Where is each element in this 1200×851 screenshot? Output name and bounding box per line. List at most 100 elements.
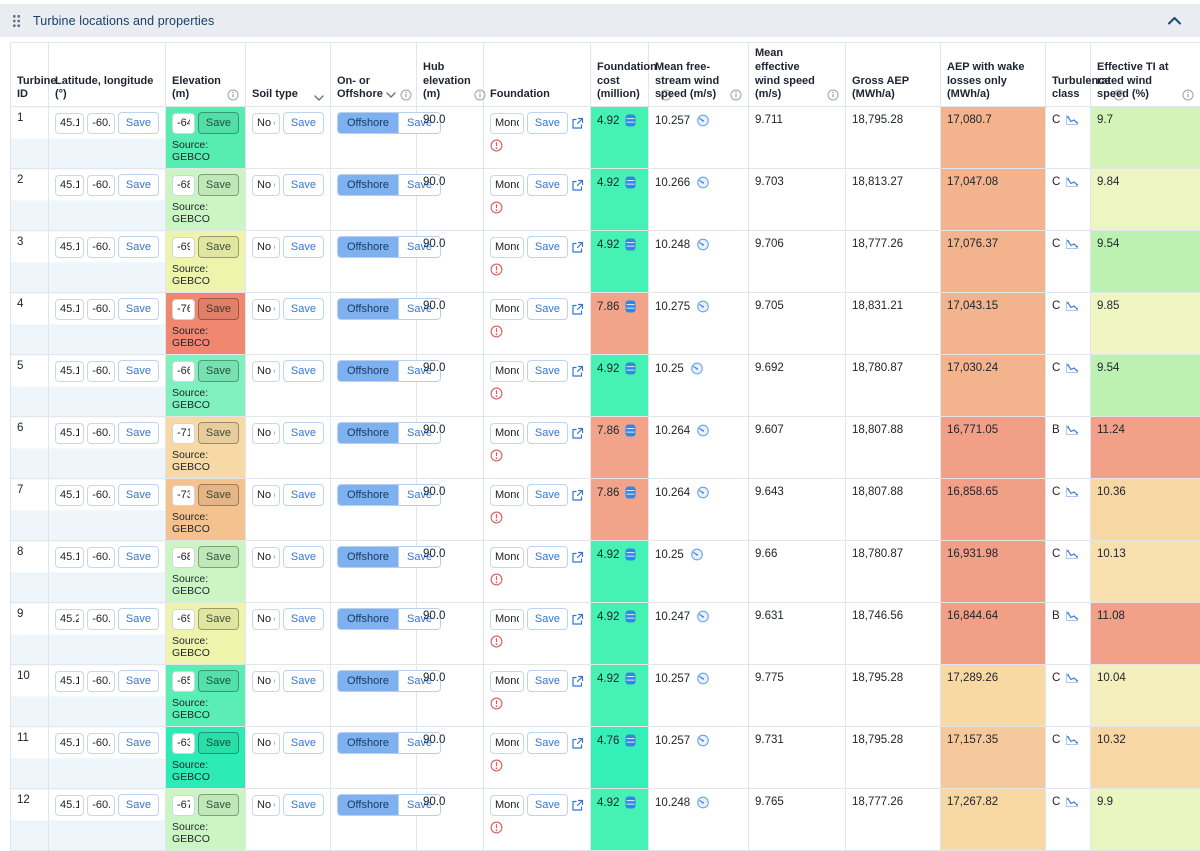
gauge-icon[interactable] <box>690 362 704 375</box>
foundation-input[interactable] <box>490 485 524 506</box>
save-foundation-button[interactable]: Save <box>527 546 568 568</box>
longitude-input[interactable] <box>87 237 115 258</box>
save-latlon-button[interactable]: Save <box>118 546 159 568</box>
external-link-icon[interactable] <box>571 675 584 688</box>
save-latlon-button[interactable]: Save <box>118 236 159 258</box>
database-icon[interactable] <box>625 238 636 251</box>
soil-type-input[interactable] <box>252 485 280 506</box>
warning-icon[interactable] <box>490 201 503 214</box>
save-foundation-button[interactable]: Save <box>527 794 568 816</box>
save-foundation-button[interactable]: Save <box>527 236 568 258</box>
latitude-input[interactable] <box>55 795 84 816</box>
soil-type-input[interactable] <box>252 609 280 630</box>
foundation-input[interactable] <box>490 175 524 196</box>
external-link-icon[interactable] <box>571 427 584 440</box>
save-elevation-button[interactable]: Save <box>198 484 239 506</box>
foundation-input[interactable] <box>490 113 524 134</box>
elevation-input[interactable] <box>172 423 195 444</box>
soil-type-input[interactable] <box>252 547 280 568</box>
info-icon[interactable] <box>400 89 412 101</box>
longitude-input[interactable] <box>87 485 115 506</box>
soil-type-input[interactable] <box>252 237 280 258</box>
offshore-toggle[interactable]: Offshore <box>338 113 398 133</box>
line-chart-icon[interactable] <box>1065 610 1079 622</box>
info-icon[interactable] <box>730 89 742 101</box>
latitude-input[interactable] <box>55 547 84 568</box>
longitude-input[interactable] <box>87 423 115 444</box>
external-link-icon[interactable] <box>571 241 584 254</box>
gauge-icon[interactable] <box>696 176 710 189</box>
gauge-icon[interactable] <box>696 238 710 251</box>
warning-icon[interactable] <box>490 511 503 524</box>
warning-icon[interactable] <box>490 697 503 710</box>
longitude-input[interactable] <box>87 795 115 816</box>
save-elevation-button[interactable]: Save <box>198 608 239 630</box>
latitude-input[interactable] <box>55 733 84 754</box>
save-latlon-button[interactable]: Save <box>118 298 159 320</box>
save-soil-button[interactable]: Save <box>283 112 324 134</box>
elevation-input[interactable] <box>172 609 195 630</box>
line-chart-icon[interactable] <box>1065 548 1079 560</box>
soil-type-input[interactable] <box>252 795 280 816</box>
save-foundation-button[interactable]: Save <box>527 422 568 444</box>
save-latlon-button[interactable]: Save <box>118 670 159 692</box>
collapse-chevron-up-icon[interactable] <box>1165 14 1184 27</box>
save-elevation-button[interactable]: Save <box>198 670 239 692</box>
external-link-icon[interactable] <box>571 303 584 316</box>
longitude-input[interactable] <box>87 175 115 196</box>
gauge-icon[interactable] <box>696 796 710 809</box>
info-icon[interactable] <box>827 89 839 101</box>
external-link-icon[interactable] <box>571 613 584 626</box>
warning-icon[interactable] <box>490 325 503 338</box>
save-soil-button[interactable]: Save <box>283 484 324 506</box>
foundation-input[interactable] <box>490 299 524 320</box>
warning-icon[interactable] <box>490 263 503 276</box>
offshore-toggle[interactable]: Offshore <box>338 361 398 381</box>
warning-icon[interactable] <box>490 139 503 152</box>
database-icon[interactable] <box>625 114 636 127</box>
warning-icon[interactable] <box>490 821 503 834</box>
elevation-input[interactable] <box>172 361 195 382</box>
save-foundation-button[interactable]: Save <box>527 360 568 382</box>
save-soil-button[interactable]: Save <box>283 174 324 196</box>
save-foundation-button[interactable]: Save <box>527 174 568 196</box>
save-elevation-button[interactable]: Save <box>198 732 239 754</box>
longitude-input[interactable] <box>87 547 115 568</box>
save-latlon-button[interactable]: Save <box>118 422 159 444</box>
latitude-input[interactable] <box>55 237 84 258</box>
foundation-input[interactable] <box>490 547 524 568</box>
line-chart-icon[interactable] <box>1065 362 1079 374</box>
offshore-toggle[interactable]: Offshore <box>338 609 398 629</box>
foundation-input[interactable] <box>490 733 524 754</box>
save-latlon-button[interactable]: Save <box>118 360 159 382</box>
save-latlon-button[interactable]: Save <box>118 732 159 754</box>
offshore-toggle[interactable]: Offshore <box>338 299 398 319</box>
database-icon[interactable] <box>625 548 636 561</box>
save-soil-button[interactable]: Save <box>283 422 324 444</box>
save-soil-button[interactable]: Save <box>283 546 324 568</box>
foundation-input[interactable] <box>490 671 524 692</box>
external-link-icon[interactable] <box>571 365 584 378</box>
line-chart-icon[interactable] <box>1065 176 1079 188</box>
save-elevation-button[interactable]: Save <box>198 422 239 444</box>
offshore-toggle[interactable]: Offshore <box>338 485 398 505</box>
info-icon[interactable] <box>474 89 486 101</box>
warning-icon[interactable] <box>490 635 503 648</box>
soil-type-input[interactable] <box>252 423 280 444</box>
save-soil-button[interactable]: Save <box>283 298 324 320</box>
latitude-input[interactable] <box>55 485 84 506</box>
database-icon[interactable] <box>625 486 636 499</box>
warning-icon[interactable] <box>490 573 503 586</box>
line-chart-icon[interactable] <box>1065 114 1079 126</box>
gauge-icon[interactable] <box>696 300 710 313</box>
latitude-input[interactable] <box>55 175 84 196</box>
save-foundation-button[interactable]: Save <box>527 732 568 754</box>
gauge-icon[interactable] <box>696 114 710 127</box>
drag-handle-icon[interactable] <box>12 14 21 28</box>
chevron-down-icon[interactable] <box>386 92 396 98</box>
external-link-icon[interactable] <box>571 117 584 130</box>
save-elevation-button[interactable]: Save <box>198 174 239 196</box>
save-elevation-button[interactable]: Save <box>198 298 239 320</box>
elevation-input[interactable] <box>172 299 195 320</box>
line-chart-icon[interactable] <box>1065 238 1079 250</box>
